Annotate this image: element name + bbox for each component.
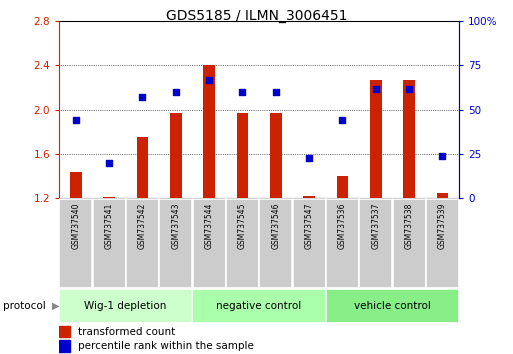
Bar [303,196,315,198]
Bar [170,113,182,198]
Text: GSM737546: GSM737546 [271,203,280,249]
Bar [92,199,126,287]
Point [171,89,180,95]
Bar [370,80,382,198]
Bar [203,65,215,198]
Bar [337,176,348,198]
Text: GSM737540: GSM737540 [71,203,80,249]
Bar [326,199,359,287]
Text: Wig-1 depletion: Wig-1 depletion [85,301,167,311]
Bar [326,289,459,323]
Point [305,155,313,160]
Bar [392,199,426,287]
Text: GSM737542: GSM737542 [138,203,147,249]
Text: GDS5185 / ILMN_3006451: GDS5185 / ILMN_3006451 [166,9,347,23]
Text: GSM737543: GSM737543 [171,203,180,249]
Point [338,118,346,123]
Point [138,95,146,100]
Text: vehicle control: vehicle control [354,301,431,311]
Text: ▶: ▶ [52,301,59,311]
Point [271,89,280,95]
Text: percentile rank within the sample: percentile rank within the sample [78,341,254,351]
Bar [59,199,92,287]
Bar [292,199,326,287]
Text: GSM737545: GSM737545 [238,203,247,249]
Bar [359,199,392,287]
Text: GSM737537: GSM737537 [371,203,380,249]
Text: GSM737547: GSM737547 [305,203,313,249]
Bar [159,199,192,287]
Bar [437,193,448,198]
Bar [126,199,159,287]
Bar [270,113,282,198]
Bar [136,137,148,198]
Bar [70,172,82,198]
Text: GSM737539: GSM737539 [438,203,447,249]
Point [238,89,246,95]
Bar [103,197,115,198]
Text: GSM737538: GSM737538 [405,203,413,249]
Point [71,118,80,123]
Bar [59,340,70,352]
Bar [226,199,259,287]
Text: transformed count: transformed count [78,327,175,337]
Text: negative control: negative control [216,301,302,311]
Bar [426,199,459,287]
Text: protocol: protocol [3,301,45,311]
Point [371,86,380,91]
Bar [259,199,292,287]
Point [105,160,113,166]
Bar [236,113,248,198]
Bar [59,326,70,337]
Bar [192,199,226,287]
Point [205,77,213,82]
Bar [59,289,192,323]
Text: GSM737536: GSM737536 [338,203,347,249]
Bar [192,289,326,323]
Text: GSM737544: GSM737544 [205,203,213,249]
Text: GSM737541: GSM737541 [105,203,113,249]
Point [405,86,413,91]
Point [438,153,446,159]
Bar [403,80,415,198]
